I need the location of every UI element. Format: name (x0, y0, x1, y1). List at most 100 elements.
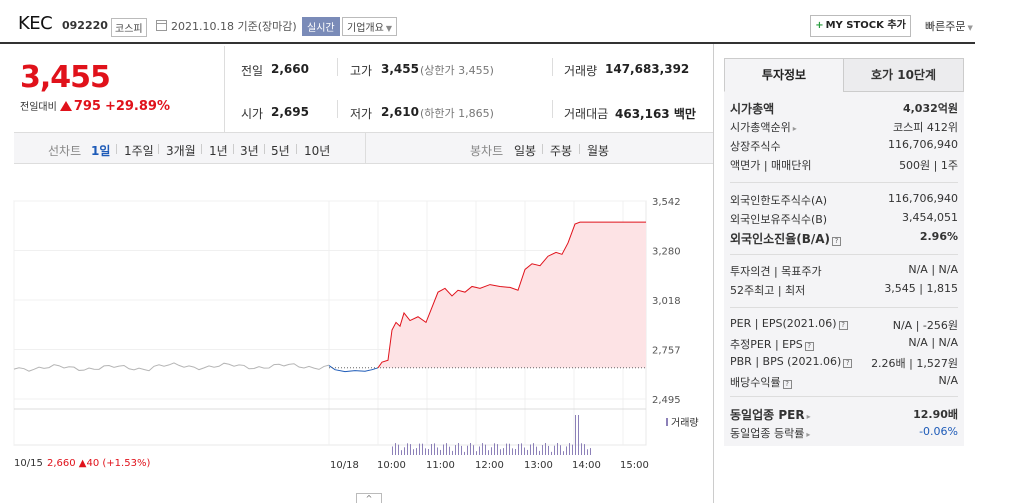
section-divider (730, 254, 958, 255)
volume-bar (512, 448, 513, 455)
volume-bar (467, 445, 468, 455)
info-row: 투자의견 | 목표주가 N/A | N/A (730, 263, 958, 279)
low-label: 저가 (350, 107, 373, 121)
prev-day-label: 10/15 (14, 458, 43, 469)
chevron-right-icon[interactable]: ▸ (792, 124, 797, 133)
help-icon[interactable]: ? (843, 359, 853, 368)
volume-bar (401, 450, 402, 455)
volume-bar (584, 444, 585, 455)
volume-bar (515, 448, 516, 455)
help-icon[interactable]: ? (838, 321, 848, 330)
tab-separator (264, 144, 265, 154)
prev-close-value: 2,660 (271, 62, 309, 76)
y-tick-label: 3,018 (652, 296, 681, 307)
info-value: N/A | -256원 (892, 319, 958, 332)
info-row: 배당수익률? N/A (730, 374, 958, 390)
chart-period-tabs: 선차트 1일 1주일 3개월 1년 3년 5년 10년 봉차트 일봉 주봉 월봉 (14, 132, 714, 164)
tab-separator (233, 144, 234, 154)
realtime-button[interactable]: 실시간 (302, 17, 340, 36)
help-icon[interactable]: ? (782, 380, 792, 389)
volume-bar (398, 444, 399, 455)
info-label: 52주최고 | 최저 (730, 284, 806, 297)
volume-bar (539, 450, 540, 455)
tab-weekly-candle[interactable]: 주봉 (550, 144, 573, 158)
high-label: 고가 (350, 64, 373, 78)
volume-legend: 거래량 (666, 414, 699, 429)
info-value: N/A (938, 374, 958, 387)
info-value: 116,706,940 (888, 138, 958, 151)
volume-bar (404, 447, 405, 455)
info-label: 액면가 | 매매단위 (730, 159, 812, 172)
volume-bar (536, 446, 537, 455)
info-row: PER | EPS(2021.06)? N/A | -256원 (730, 317, 958, 332)
tab-separator (116, 144, 117, 154)
info-label: 상장주식수 (730, 140, 781, 153)
company-overview-dropdown[interactable]: 기업개요 ▼ (342, 17, 397, 36)
tab-1week[interactable]: 1주일 (124, 144, 154, 158)
info-label: 외국인소진율(B/A) (730, 232, 831, 246)
tab-5year[interactable]: 5년 (271, 144, 290, 158)
info-row: 상장주식수 116,706,940 (730, 138, 958, 154)
volume-bar (542, 445, 543, 455)
plus-icon: + (815, 20, 824, 31)
help-icon[interactable]: ? (832, 237, 842, 246)
volume-bar (551, 451, 552, 455)
panel-divider (713, 44, 714, 503)
volume-bar (416, 448, 417, 455)
tab-1year[interactable]: 1년 (209, 144, 228, 158)
volume-bar (503, 448, 504, 455)
chevron-right-icon[interactable]: ▸ (806, 430, 811, 439)
volume-bar (470, 443, 471, 455)
info-label: PBR | BPS (2021.06) (730, 355, 842, 368)
volume-bar (482, 443, 483, 455)
info-row: 추정PER | EPS? N/A | N/A (730, 336, 958, 352)
info-row: PBR | BPS (2021.06)? 2.26배 | 1,527원 (730, 355, 958, 370)
volume-bar (473, 445, 474, 455)
info-row: 동일업종 등락률 ▸ -0.06% (730, 425, 958, 441)
volume-bar (566, 446, 567, 455)
volume-bar (497, 444, 498, 455)
prev-day-summary: 2,660 ▲40 (+1.53%) (47, 458, 151, 469)
market-badge: 코스피 (111, 18, 147, 37)
chevron-right-icon[interactable]: ▸ (806, 412, 811, 421)
info-label: 동일업종 PER (730, 408, 805, 422)
volume-bar (461, 445, 462, 455)
below-baseline-series (328, 365, 379, 373)
quick-order-menu[interactable]: 빠른주문 ▼ (925, 18, 973, 34)
add-mystock-button[interactable]: + MY STOCK 추가 (810, 15, 911, 37)
stock-name: KEC (18, 13, 53, 34)
tab-separator (201, 144, 202, 154)
volume-bar (578, 415, 579, 455)
volume-bar (446, 443, 447, 455)
divider (337, 100, 338, 118)
tab-investment-info[interactable]: 투자정보 (724, 58, 844, 92)
tab-monthly-candle[interactable]: 월봉 (587, 144, 610, 158)
info-label: 외국인보유주식수(B) (730, 213, 828, 226)
tab-orderbook-10[interactable]: 호가 10단계 (843, 58, 964, 92)
tab-10year[interactable]: 10년 (304, 144, 331, 158)
divider (337, 58, 338, 76)
tab-3year[interactable]: 3년 (240, 144, 259, 158)
divider (552, 58, 553, 76)
info-label: 시가총액순위 (730, 121, 791, 134)
section-divider (730, 182, 958, 183)
tab-3month[interactable]: 3개월 (166, 144, 196, 158)
info-value: N/A | N/A (908, 263, 958, 276)
volume-bar (395, 443, 396, 455)
tab-1day[interactable]: 1일 (91, 144, 111, 158)
volume-bar (434, 443, 435, 455)
chevron-up-icon[interactable]: ^ (356, 493, 382, 503)
info-label: 추정PER | EPS (730, 338, 803, 351)
volume-bar (419, 443, 420, 455)
volume-bar (500, 449, 501, 455)
help-icon[interactable]: ? (804, 342, 814, 351)
intraday-price-chart: 3,542 3,280 3,018 2,757 2,495 10/18 10:00 11:0… (13, 197, 681, 471)
volume-bar (449, 446, 450, 455)
info-row: 시가총액순위 ▸ 코스피 412위 (730, 119, 958, 135)
tab-daily-candle[interactable]: 일봉 (514, 144, 537, 158)
stock-code: 092220 (62, 19, 108, 32)
y-tick-label: 2,757 (652, 346, 681, 357)
tab-separator (158, 144, 159, 154)
volume-bar (443, 444, 444, 455)
stock-header: KEC 092220 코스피 2021.10.18 기준(장마감) 실시간 기업… (0, 0, 975, 44)
